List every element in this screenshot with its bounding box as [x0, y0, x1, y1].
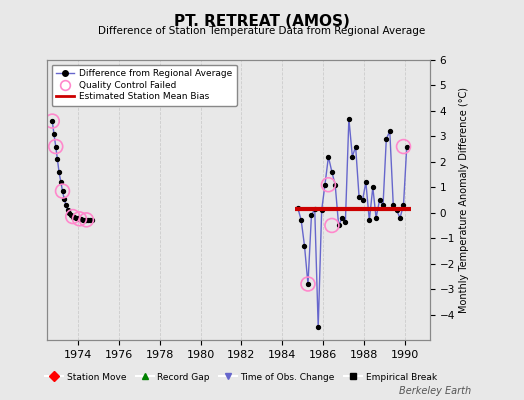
Point — [63, 207, 72, 213]
Point — [72, 215, 80, 221]
Point — [69, 213, 77, 220]
Point — [379, 202, 387, 208]
Point — [396, 215, 404, 221]
Point — [82, 217, 91, 223]
Point — [69, 213, 77, 220]
Point — [392, 207, 401, 213]
Point — [55, 169, 63, 175]
Point — [75, 216, 84, 222]
Point — [341, 218, 350, 225]
Point — [328, 222, 336, 229]
Text: Difference of Station Temperature Data from Regional Average: Difference of Station Temperature Data f… — [99, 26, 425, 36]
Point — [375, 197, 384, 203]
Point — [328, 169, 336, 175]
Point — [88, 217, 96, 224]
Text: PT. RETREAT (AMOS): PT. RETREAT (AMOS) — [174, 14, 350, 29]
Point — [338, 215, 346, 221]
Point — [65, 210, 73, 216]
Point — [50, 131, 58, 137]
Point — [84, 217, 92, 223]
Point — [75, 216, 84, 222]
Point — [348, 154, 356, 160]
Point — [67, 212, 75, 218]
Point — [74, 215, 82, 222]
Point — [82, 217, 91, 223]
Point — [79, 216, 87, 223]
Point — [293, 204, 302, 211]
Point — [334, 222, 343, 229]
Point — [304, 281, 312, 287]
Point — [51, 143, 60, 150]
Legend: Station Move, Record Gap, Time of Obs. Change, Empirical Break: Station Move, Record Gap, Time of Obs. C… — [43, 370, 439, 384]
Point — [307, 212, 315, 218]
Point — [382, 136, 390, 142]
Point — [362, 179, 370, 185]
Point — [51, 143, 60, 150]
Point — [70, 214, 79, 220]
Point — [304, 281, 312, 287]
Point — [331, 182, 340, 188]
Point — [48, 118, 57, 124]
Point — [324, 182, 333, 188]
Point — [352, 143, 360, 150]
Point — [311, 206, 319, 212]
Y-axis label: Monthly Temperature Anomaly Difference (°C): Monthly Temperature Anomaly Difference (… — [459, 87, 469, 313]
Point — [365, 217, 374, 224]
Point — [53, 156, 62, 162]
Point — [399, 202, 408, 208]
Point — [386, 128, 394, 134]
Point — [355, 194, 363, 201]
Point — [80, 217, 89, 223]
Point — [300, 243, 309, 249]
Point — [314, 324, 322, 330]
Point — [60, 196, 68, 202]
Point — [58, 188, 67, 194]
Point — [324, 154, 333, 160]
Point — [85, 217, 94, 223]
Point — [48, 118, 57, 124]
Point — [358, 197, 367, 203]
Point — [389, 202, 398, 208]
Point — [368, 184, 377, 190]
Point — [318, 207, 326, 213]
Legend: Difference from Regional Average, Quality Control Failed, Estimated Station Mean: Difference from Regional Average, Qualit… — [52, 64, 236, 106]
Point — [297, 217, 305, 224]
Point — [372, 215, 380, 221]
Point — [345, 115, 353, 122]
Point — [57, 179, 65, 185]
Point — [58, 188, 67, 194]
Text: Berkeley Earth: Berkeley Earth — [399, 386, 472, 396]
Point — [402, 143, 411, 150]
Point — [62, 202, 70, 208]
Point — [77, 216, 85, 222]
Point — [321, 182, 329, 188]
Point — [399, 143, 408, 150]
